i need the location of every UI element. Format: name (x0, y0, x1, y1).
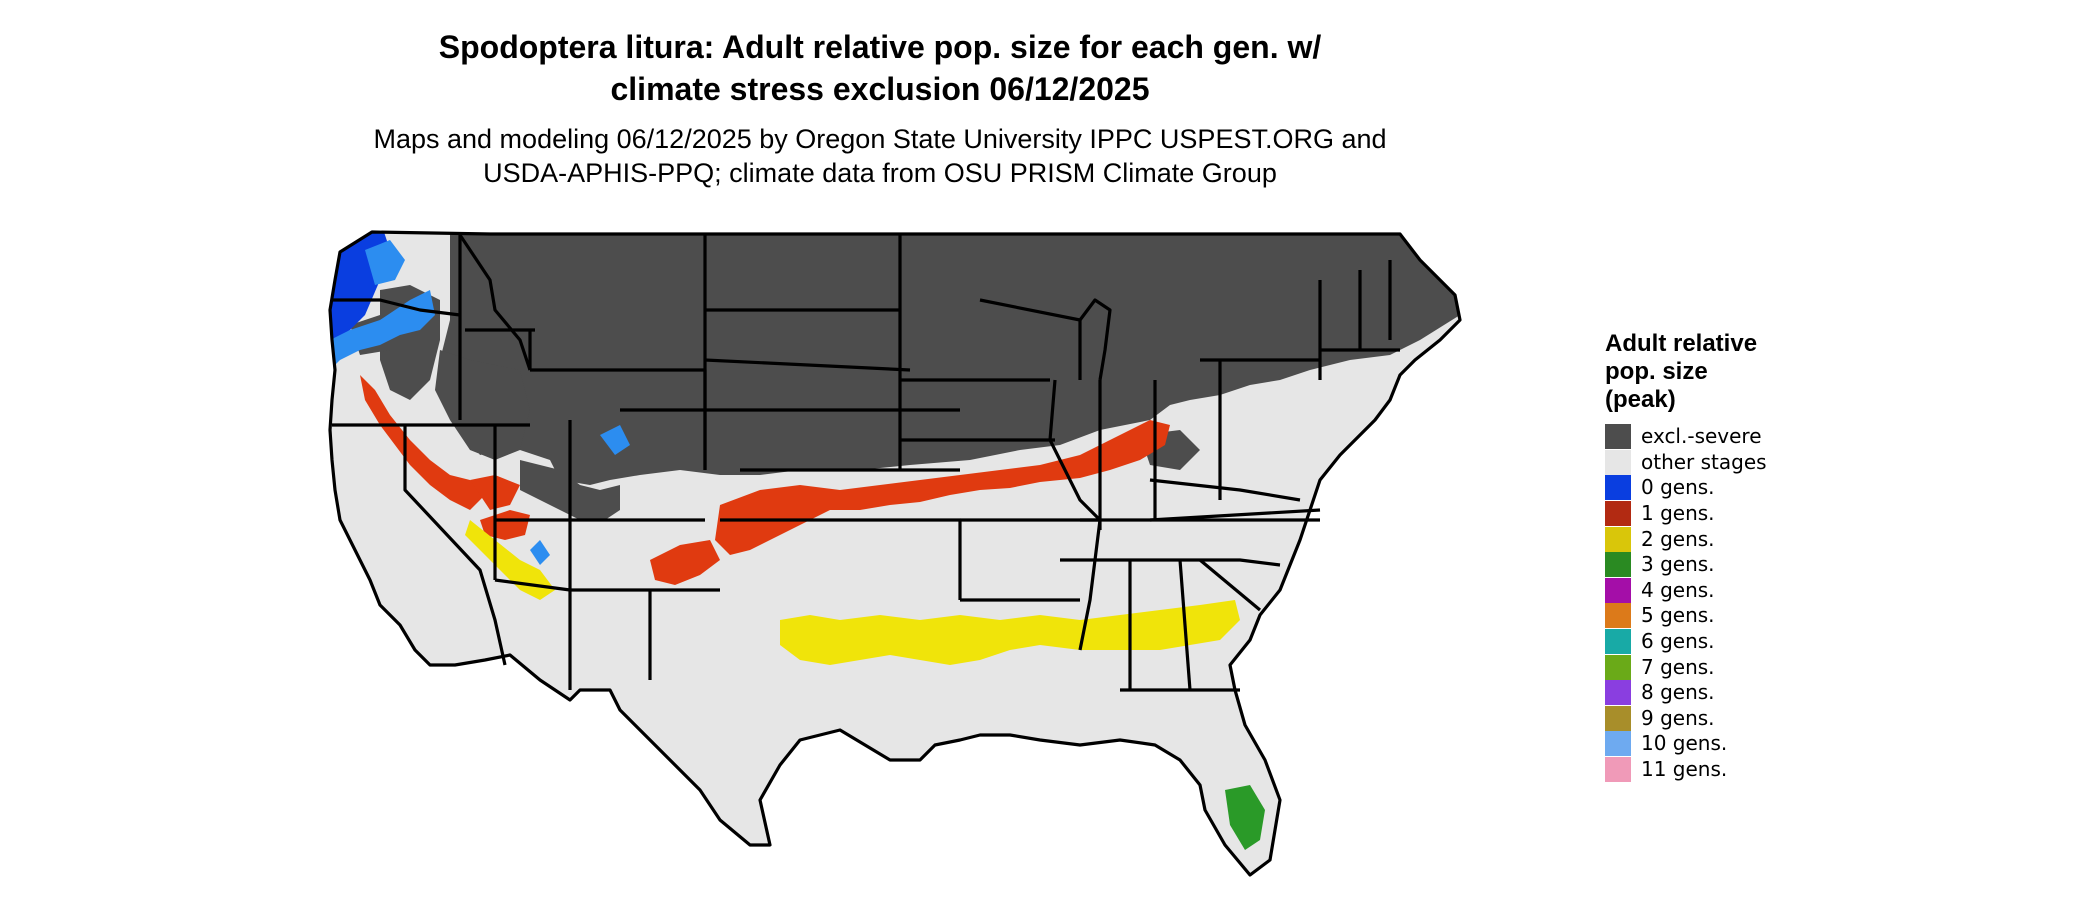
border-mt-id (458, 234, 532, 371)
legend-label: 11 gens. (1641, 757, 1728, 782)
legend-item-9-gens: 9 gens. (1605, 705, 1865, 732)
legend-title-line-3: (peak) (1605, 386, 1676, 413)
legend-label: 1 gens. (1641, 501, 1715, 526)
title-line-2: climate stress exclusion 06/12/2025 (610, 71, 1150, 107)
region-one-gen-arizona (480, 510, 530, 540)
region-three-gens-texas (840, 775, 880, 840)
legend-item-1-gens: 1 gens. (1605, 501, 1865, 527)
legend-item-3-gens: 3 gens. (1605, 552, 1865, 578)
legend-item-4-gens: 4 gens. (1605, 577, 1865, 604)
legend-item-excl-severe: excl.-severe (1605, 424, 1865, 450)
legend-item-other-stages: other stages (1605, 449, 1865, 476)
border-wa-or (332, 298, 461, 317)
legend-label: 7 gens. (1641, 654, 1715, 679)
map-subtitle: Maps and modeling 06/12/2025 by Oregon S… (330, 122, 1430, 190)
legend-label: 10 gens. (1641, 731, 1728, 756)
border-ms-river (1048, 379, 1102, 651)
legend-label: 5 gens. (1641, 603, 1715, 628)
legend-label: 3 gens. (1641, 552, 1715, 577)
legend-item-2-gens: 2 gens. (1605, 526, 1865, 552)
region-zero-gens-co (600, 425, 630, 455)
legend-label: 9 gens. (1641, 705, 1715, 730)
legend-item-5-gens: 5 gens. (1605, 603, 1865, 629)
legend-swatch (1605, 603, 1631, 629)
legend-item-7-gens: 7 gens. (1605, 654, 1865, 680)
border-az-nm (494, 578, 571, 592)
legend-title-line-2: pop. size (1605, 358, 1708, 385)
state-boundaries (328, 230, 1462, 877)
region-zero-gens-nm (530, 540, 550, 565)
border-al-ga (1178, 559, 1192, 691)
legend-swatch (1605, 526, 1631, 552)
subtitle-line-2: USDA-APHIS-PPQ; climate data from OSU PR… (483, 158, 1277, 188)
legend-item-11-gens: 11 gens. (1605, 757, 1865, 783)
legend-item-10-gens: 10 gens. (1605, 731, 1865, 757)
region-zero-gens-or (330, 290, 435, 370)
region-two-gens-gulf-coast (780, 600, 1240, 665)
legend-label: 0 gens. (1641, 475, 1715, 500)
legend-swatch (1605, 654, 1631, 680)
region-three-gens-florida (1225, 785, 1265, 850)
legend-swatch (1605, 501, 1631, 527)
border-ga-sc (1198, 558, 1262, 612)
border-va-nc (1149, 508, 1321, 522)
legend-swatch (1605, 680, 1631, 706)
lake-michigan-shore (1078, 298, 1112, 381)
legend: Adult relative pop. size (peak) excl.-se… (1605, 330, 1865, 783)
legend-swatch (1605, 757, 1631, 783)
legend-swatch (1605, 552, 1631, 578)
legend-label: excl.-severe (1641, 424, 1762, 449)
border-sd-ne (704, 358, 911, 372)
legend-swatch (1605, 475, 1631, 501)
legend-swatch (1605, 731, 1631, 757)
legend-label: other stages (1641, 449, 1767, 474)
legend-label: 2 gens. (1641, 526, 1715, 551)
region-one-gen-texas-west (650, 540, 720, 585)
legend-label: 8 gens. (1641, 680, 1715, 705)
border-tn-south (1060, 558, 1281, 567)
region-one-gen-central-band (715, 420, 1170, 555)
legend-swatch (1605, 629, 1631, 655)
region-two-gens-arizona (465, 520, 555, 600)
us-map (328, 230, 1462, 877)
border-ca-nv (403, 425, 507, 666)
title-line-1: Spodoptera litura: Adult relative pop. s… (438, 29, 1322, 65)
legend-item-6-gens: 6 gens. (1605, 629, 1865, 655)
legend-label: 6 gens. (1641, 629, 1715, 654)
legend-item-0-gens: 0 gens. (1605, 475, 1865, 501)
legend-swatch (1605, 705, 1631, 731)
region-zero-gens-cascades (365, 240, 405, 285)
legend-label: 4 gens. (1641, 577, 1715, 602)
map-title: Spodoptera litura: Adult relative pop. s… (330, 26, 1430, 110)
legend-swatch (1605, 577, 1631, 603)
subtitle-line-1: Maps and modeling 06/12/2025 by Oregon S… (373, 124, 1387, 154)
legend-title-line-1: Adult relative (1605, 330, 1758, 357)
legend-swatch (1605, 424, 1631, 450)
legend-item-8-gens: 8 gens. (1605, 680, 1865, 706)
legend-title: Adult relative pop. size (peak) (1605, 330, 1865, 414)
region-one-gen-california (360, 375, 485, 510)
legend-swatch (1605, 449, 1631, 475)
region-severe-north (440, 232, 1460, 485)
national-outline (328, 230, 1462, 877)
border-ky-va (1149, 478, 1301, 502)
